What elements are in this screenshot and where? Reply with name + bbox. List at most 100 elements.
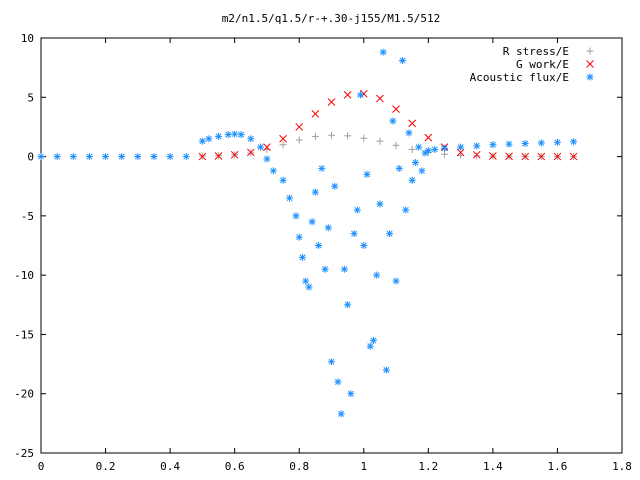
data-point	[214, 152, 223, 160]
data-point	[382, 366, 390, 374]
data-point	[353, 206, 361, 214]
data-point	[69, 153, 77, 161]
data-point	[337, 410, 345, 418]
data-point	[505, 140, 513, 148]
data-point	[53, 153, 61, 161]
data-point	[408, 119, 417, 128]
data-point	[392, 141, 400, 149]
data-point	[395, 164, 403, 172]
data-point	[334, 378, 342, 386]
data-point	[102, 153, 110, 161]
data-point	[231, 130, 239, 138]
data-point	[134, 153, 142, 161]
data-point	[369, 336, 377, 344]
data-point	[537, 139, 545, 147]
y-tick-label: 5	[27, 91, 34, 104]
data-point	[215, 132, 223, 140]
data-point	[318, 164, 326, 172]
data-point	[405, 129, 413, 137]
data-point	[150, 153, 158, 161]
data-point	[399, 57, 407, 65]
data-point	[553, 152, 562, 161]
data-point	[327, 98, 336, 106]
data-point	[305, 283, 313, 291]
data-point	[269, 167, 277, 175]
chart-title: m2/n1.5/q1.5/r-+.30-j155/M1.5/512	[222, 12, 441, 25]
data-point	[376, 200, 384, 208]
data-point	[311, 132, 319, 140]
data-point	[489, 152, 497, 160]
data-point	[198, 137, 206, 145]
data-point	[392, 277, 400, 285]
y-tick-label: -25	[14, 447, 34, 460]
x-tick-label: 1.2	[418, 460, 438, 473]
data-point	[360, 242, 368, 249]
series-layer	[37, 48, 578, 418]
data-point	[489, 141, 497, 149]
data-point	[347, 390, 355, 398]
data-point	[279, 134, 287, 143]
data-point	[224, 131, 232, 139]
data-point	[521, 140, 529, 148]
data-point	[182, 153, 190, 161]
data-point	[286, 194, 294, 202]
data-point	[344, 132, 352, 140]
data-point	[424, 147, 432, 155]
data-point	[521, 152, 530, 161]
data-point	[263, 143, 271, 151]
x-tick-label: 0.6	[225, 460, 245, 473]
y-tick-label: -20	[14, 388, 34, 401]
data-point	[295, 136, 303, 144]
data-point	[237, 131, 245, 139]
data-point	[402, 206, 410, 214]
data-point	[308, 218, 316, 226]
data-point	[366, 342, 374, 350]
plot-frame	[40, 37, 623, 454]
y-tick-label: 10	[21, 32, 34, 45]
data-point	[295, 233, 303, 241]
data-point	[456, 148, 465, 157]
data-point	[344, 301, 352, 309]
x-tick-label: 1.8	[612, 460, 632, 473]
data-point	[315, 242, 323, 249]
data-point	[553, 138, 561, 146]
data-point	[324, 224, 332, 232]
x-tick-label: 0.4	[160, 460, 180, 473]
data-point	[570, 138, 578, 146]
data-point	[343, 91, 352, 99]
data-point	[408, 176, 416, 184]
data-point	[440, 150, 448, 158]
data-point	[505, 152, 513, 161]
data-point	[408, 145, 416, 153]
data-point	[279, 176, 287, 184]
data-point	[328, 358, 335, 366]
data-point	[198, 152, 207, 161]
data-point	[376, 94, 384, 103]
data-point	[85, 153, 93, 161]
data-point	[457, 143, 465, 151]
data-point	[311, 188, 319, 196]
data-point	[298, 253, 306, 261]
x-tick-label: 1.6	[548, 460, 568, 473]
x-tick-label: 0	[38, 460, 45, 473]
data-point	[37, 153, 45, 161]
data-point	[440, 144, 448, 152]
x-tick-label: 0.2	[96, 460, 116, 473]
data-point	[392, 105, 400, 113]
data-point	[418, 167, 426, 175]
data-point	[166, 153, 174, 161]
legend-marker	[586, 47, 594, 55]
data-point	[247, 135, 255, 143]
data-point	[411, 159, 419, 166]
data-point	[473, 142, 481, 150]
legend-marker	[586, 73, 594, 81]
data-point	[376, 137, 384, 145]
data-point	[357, 91, 365, 99]
data-point	[263, 155, 271, 163]
data-point	[205, 135, 213, 143]
x-axis: 0 0.2 0.4 0.6 0.8 1 1.2 1.4 1.6 1.8	[38, 38, 632, 473]
y-tick-label: -10	[14, 269, 34, 282]
data-point	[311, 110, 320, 118]
